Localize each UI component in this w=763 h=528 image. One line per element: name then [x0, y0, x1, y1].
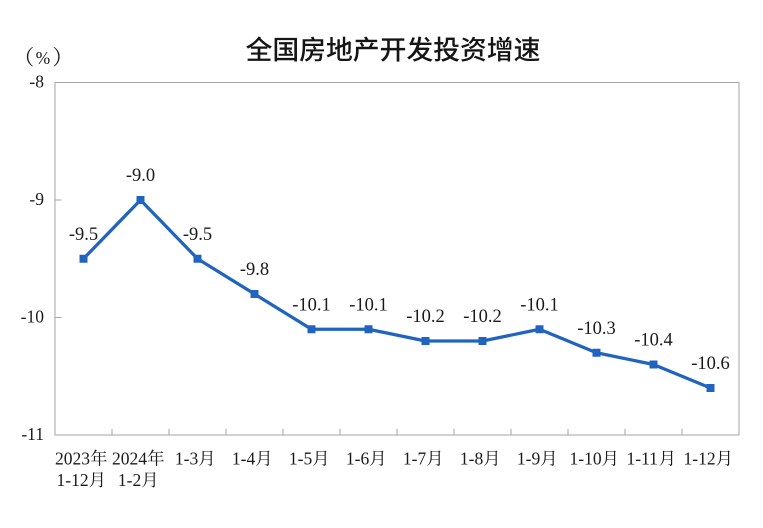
svg-text:-11: -11	[21, 424, 44, 444]
svg-text:1-10: 1-10	[570, 449, 602, 469]
svg-text:-10.2: -10.2	[406, 307, 445, 327]
svg-text:-8: -8	[29, 72, 44, 92]
svg-text:-10.6: -10.6	[691, 354, 730, 374]
svg-text:-9.8: -9.8	[240, 260, 269, 280]
svg-text:-10.2: -10.2	[463, 307, 502, 327]
svg-text:%: %	[36, 48, 51, 68]
svg-text:1-11: 1-11	[627, 449, 658, 469]
svg-text:1-12: 1-12	[57, 470, 89, 490]
svg-text:1-8: 1-8	[460, 449, 484, 469]
svg-text:-9: -9	[29, 189, 44, 209]
svg-text:1-6: 1-6	[346, 449, 370, 469]
svg-text:-10.1: -10.1	[292, 295, 331, 315]
svg-text:1-3: 1-3	[175, 449, 199, 469]
svg-text:-10: -10	[21, 307, 45, 327]
svg-text:-9.5: -9.5	[69, 225, 98, 245]
svg-text:1-7: 1-7	[403, 449, 427, 469]
svg-text:1-2: 1-2	[118, 470, 141, 490]
svg-text:-10.1: -10.1	[349, 295, 388, 315]
svg-text:-10.3: -10.3	[577, 319, 616, 339]
svg-text:1-4: 1-4	[232, 449, 256, 469]
svg-text:-9.5: -9.5	[183, 225, 212, 245]
svg-text:-9.0: -9.0	[126, 166, 155, 186]
svg-text:1-12: 1-12	[684, 449, 716, 469]
svg-text:-10.4: -10.4	[634, 331, 673, 351]
svg-text:2023: 2023	[55, 449, 90, 469]
svg-text:1-9: 1-9	[517, 449, 541, 469]
svg-text:2024: 2024	[112, 449, 147, 469]
svg-text:-10.1: -10.1	[520, 295, 559, 315]
svg-text:1-5: 1-5	[289, 449, 313, 469]
